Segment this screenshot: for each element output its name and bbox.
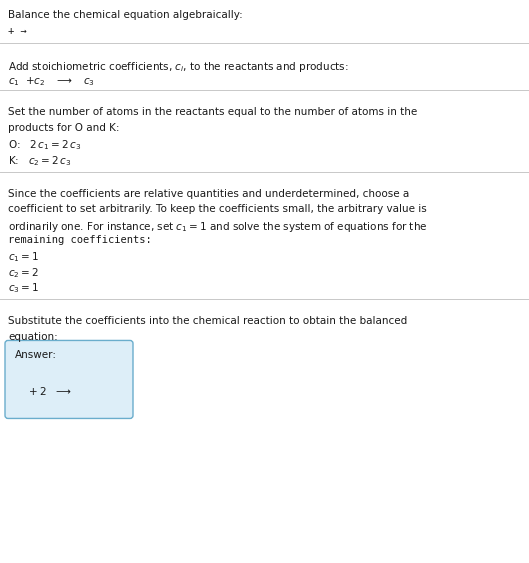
Text: ordinarily one. For instance, set $c_1 = 1$ and solve the system of equations fo: ordinarily one. For instance, set $c_1 =…	[8, 220, 427, 234]
Text: Add stoichiometric coefficients, $c_i$, to the reactants and products:: Add stoichiometric coefficients, $c_i$, …	[8, 60, 349, 74]
Text: Answer:: Answer:	[15, 350, 57, 360]
Text: K:   $c_2 = 2\,c_3$: K: $c_2 = 2\,c_3$	[8, 154, 71, 168]
Text: equation:: equation:	[8, 332, 58, 342]
Text: $c_1$  $+c_2$   $\longrightarrow$   $c_3$: $c_1$ $+c_2$ $\longrightarrow$ $c_3$	[8, 75, 95, 88]
Text: + →: + →	[8, 25, 27, 35]
Text: products for O and K:: products for O and K:	[8, 123, 120, 133]
FancyBboxPatch shape	[5, 341, 133, 418]
Text: $c_3 = 1$: $c_3 = 1$	[8, 282, 39, 296]
Text: $c_2 = 2$: $c_2 = 2$	[8, 266, 39, 280]
Text: Balance the chemical equation algebraically:: Balance the chemical equation algebraica…	[8, 10, 243, 20]
Text: Substitute the coefficients into the chemical reaction to obtain the balanced: Substitute the coefficients into the che…	[8, 316, 407, 326]
Text: Set the number of atoms in the reactants equal to the number of atoms in the: Set the number of atoms in the reactants…	[8, 108, 417, 117]
Text: coefficient to set arbitrarily. To keep the coefficients small, the arbitrary va: coefficient to set arbitrarily. To keep …	[8, 204, 427, 214]
Text: + 2  $\longrightarrow$: + 2 $\longrightarrow$	[28, 386, 71, 397]
Text: $c_1 = 1$: $c_1 = 1$	[8, 251, 39, 264]
Text: Since the coefficients are relative quantities and underdetermined, choose a: Since the coefficients are relative quan…	[8, 189, 409, 199]
Text: O:   $2\,c_1 = 2\,c_3$: O: $2\,c_1 = 2\,c_3$	[8, 138, 81, 152]
Text: remaining coefficients:: remaining coefficients:	[8, 235, 152, 245]
